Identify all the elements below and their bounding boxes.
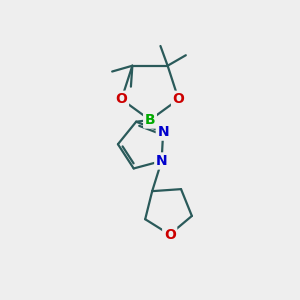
Text: B: B [145,113,155,127]
Text: N: N [156,154,167,168]
Text: O: O [116,92,128,106]
Text: N: N [157,125,169,139]
Text: O: O [164,227,176,242]
Text: O: O [172,92,184,106]
